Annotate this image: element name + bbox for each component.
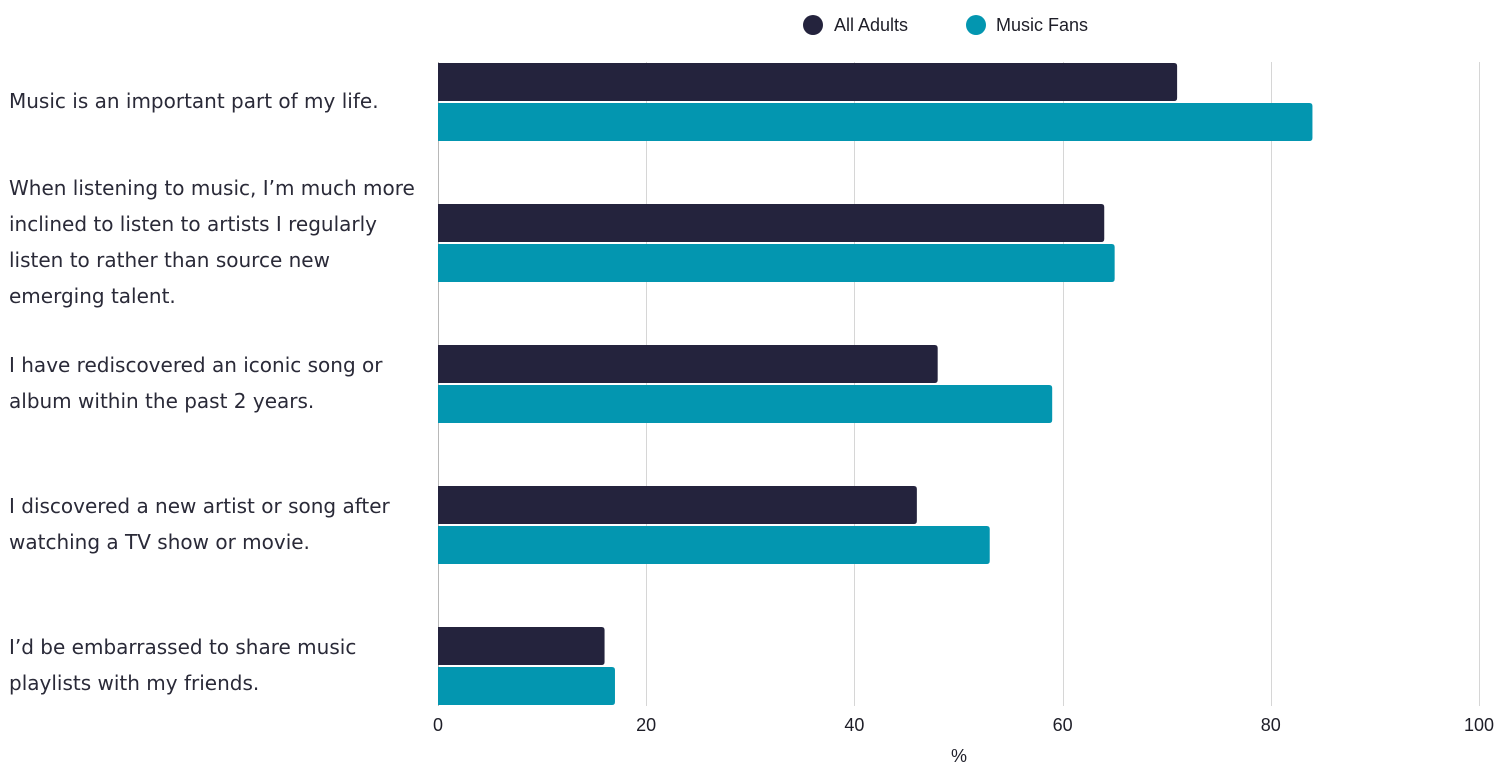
bar-all-adults-5	[438, 627, 605, 665]
bars	[438, 63, 1313, 705]
category-label-5: I’d be embarrassed to share music playlis…	[9, 635, 356, 695]
legend-marker-music-fans	[966, 15, 986, 35]
category-label-1: Music is an important part of my life.	[9, 89, 379, 113]
bar-music-fans-1	[438, 103, 1313, 141]
x-axis-tick-labels: 0 20 40 60 80 100	[433, 715, 1494, 735]
x-tick-label-60: 60	[1053, 715, 1073, 735]
grid-lines	[438, 62, 1480, 706]
category-label-2: When listening to music, I’m much more in…	[9, 176, 415, 308]
x-tick-label-0: 0	[433, 715, 443, 735]
x-tick-label-80: 80	[1261, 715, 1281, 735]
x-axis-title: %	[951, 746, 967, 762]
bar-music-fans-4	[438, 526, 990, 564]
x-tick-label-100: 100	[1464, 715, 1494, 735]
legend-label-all-adults: All Adults	[834, 15, 908, 35]
category-label-3: I have rediscovered an iconic song or alb…	[9, 353, 383, 413]
legend-marker-all-adults	[803, 15, 823, 35]
bar-all-adults-3	[438, 345, 938, 383]
category-labels: Music is an important part of my life. Wh…	[9, 89, 415, 695]
bar-music-fans-3	[438, 385, 1053, 423]
legend: All Adults Music Fans	[803, 15, 1088, 35]
bar-music-fans-5	[438, 667, 615, 705]
bar-all-adults-2	[438, 204, 1105, 242]
category-label-4: I discovered a new artist or song after w…	[9, 494, 391, 554]
x-tick-label-20: 20	[636, 715, 656, 735]
bar-music-fans-2	[438, 244, 1115, 282]
x-tick-label-40: 40	[844, 715, 864, 735]
bar-all-adults-1	[438, 63, 1178, 101]
legend-label-music-fans: Music Fans	[996, 15, 1088, 35]
bar-all-adults-4	[438, 486, 917, 524]
